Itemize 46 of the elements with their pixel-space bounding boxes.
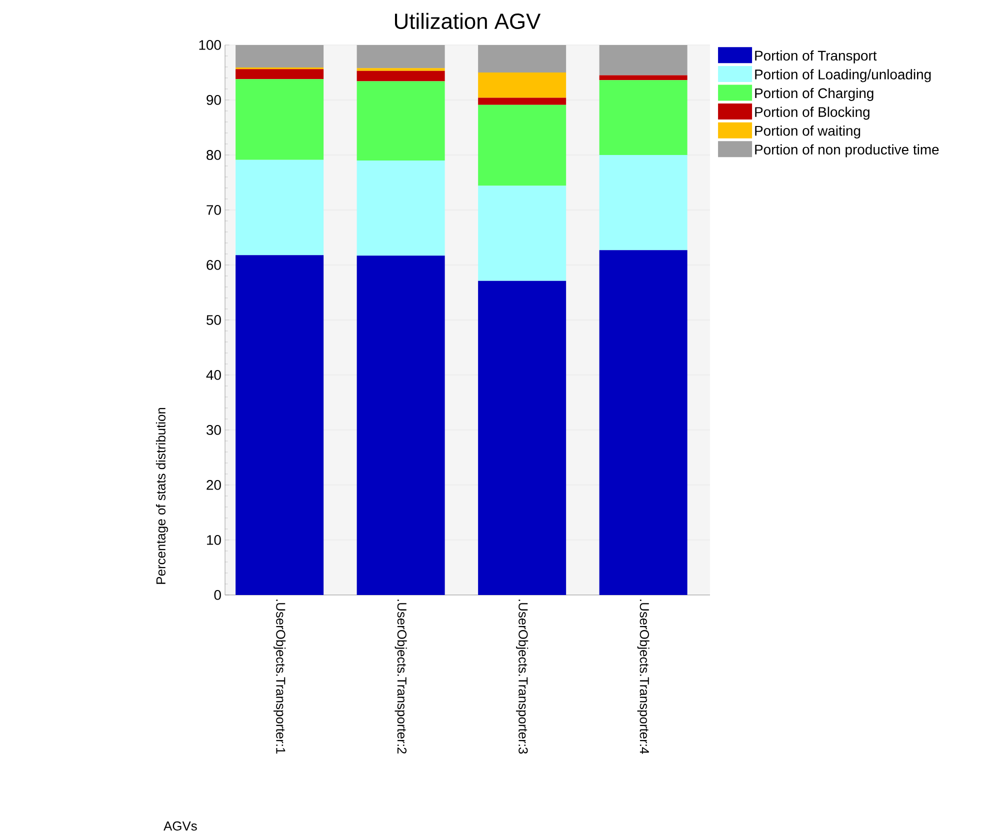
y-tick-label: 30 — [206, 425, 221, 435]
bar — [599, 250, 688, 595]
bar — [356, 68, 445, 71]
y-axis-title: Percentage of stats distribution — [156, 408, 168, 584]
bar — [599, 75, 688, 80]
y-tick-label: 100 — [199, 40, 221, 50]
bar — [356, 44, 445, 68]
bar — [478, 186, 566, 281]
bar — [478, 104, 566, 186]
x-tick-label: .UserObjects.Transporter:4 — [637, 600, 650, 754]
x-tick-label: .UserObjects.Transporter:2 — [394, 600, 407, 754]
bar — [478, 44, 566, 72]
bar — [356, 70, 445, 82]
bar — [478, 72, 566, 98]
x-tick-label: .UserObjects.Transporter:1 — [274, 600, 286, 754]
legend-label: Portion of Loading/unloading — [755, 69, 931, 82]
legend-label: Portion of Transport — [755, 50, 877, 64]
bar — [356, 160, 445, 256]
y-tick-label: 0 — [214, 590, 221, 600]
bar — [478, 98, 566, 105]
bar — [236, 44, 324, 68]
y-tick-label: 10 — [207, 535, 221, 545]
bar — [236, 255, 324, 595]
y-tick-label: 40 — [206, 370, 221, 380]
bar — [356, 81, 445, 160]
legend-label: Portion of waiting — [755, 126, 860, 139]
bar — [599, 44, 688, 76]
legend-label: Portion of non productive time — [755, 144, 939, 158]
y-tick-label: 60 — [206, 260, 221, 270]
bar — [236, 69, 324, 80]
x-tick-label: .UserObjects.Transporter:3 — [516, 600, 528, 754]
bar — [236, 160, 324, 256]
legend-label: Portion of Blocking — [755, 106, 870, 120]
y-tick-label: 90 — [206, 95, 221, 105]
bar — [236, 79, 324, 160]
legend-label: Portion of Charging — [755, 88, 874, 101]
y-tick-label: 80 — [206, 150, 221, 160]
bar — [599, 154, 688, 250]
y-tick-label: 20 — [206, 480, 221, 490]
bar — [478, 280, 566, 595]
y-tick-label: 70 — [206, 205, 221, 215]
text: AGVs — [164, 821, 197, 831]
y-tick-label: 50 — [206, 315, 221, 325]
bar — [356, 256, 445, 595]
chart-title: Utilization AGV — [395, 12, 541, 30]
bar — [599, 80, 688, 155]
